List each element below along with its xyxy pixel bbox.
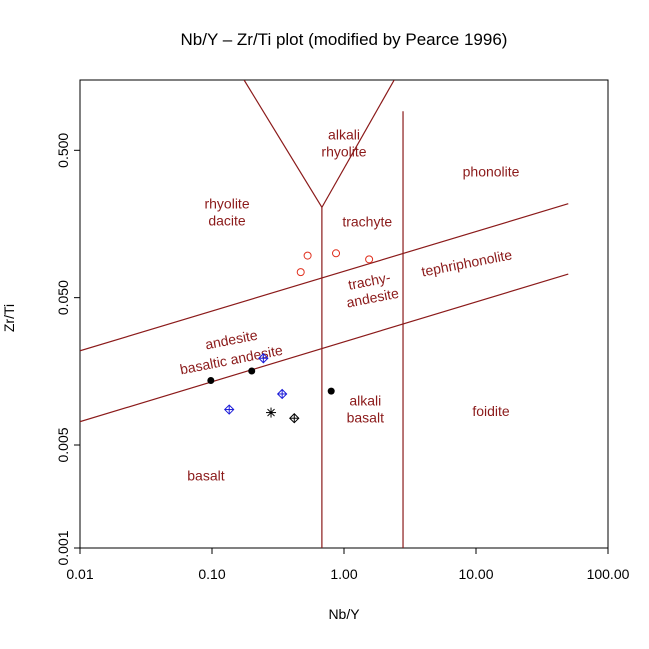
data-point-filled-circle [327, 387, 335, 395]
field-label: basalt [187, 468, 224, 484]
data-point-diamond-plus [289, 413, 300, 424]
field-boundary-line [80, 273, 569, 423]
data-point-diamond-plus [223, 404, 235, 415]
field-boundaries [80, 80, 569, 548]
y-tick-label: 0.050 [55, 280, 71, 315]
field-label-line: basalt [187, 468, 224, 484]
data-point-open-circle [365, 255, 374, 264]
field-label: phonolite [463, 163, 520, 179]
data-point-open-circle [303, 251, 312, 260]
field-label-line: trachyte [342, 213, 392, 229]
x-tick-label: 1.00 [330, 566, 357, 582]
field-label: trachy-andesite [342, 268, 400, 311]
data-point-filled-circle [248, 367, 256, 375]
field-label-line: tephriphonolite [420, 246, 513, 279]
field-label: rhyolite dacite [204, 196, 249, 229]
field-boundary-line [321, 80, 395, 208]
field-boundary-line [80, 203, 569, 352]
data-point-filled-circle [207, 377, 215, 385]
field-label: alkali basalt [347, 392, 384, 425]
data-point-diamond-plus [276, 388, 288, 400]
field-label-line: alkali [349, 392, 381, 408]
data-point-open-circle [332, 249, 341, 258]
data-point-diamond-plus [258, 353, 269, 364]
field-label: trachyte [342, 213, 392, 229]
field-label-line: basalt [347, 409, 384, 425]
x-tick-label: 100.00 [587, 566, 630, 582]
plot-area: 0.01 0.10 1.00 10.00 100.00 0.001 0.005 0.050 0.… [55, 79, 630, 582]
field-boundary-line [243, 80, 323, 208]
y-tick-label: 0.005 [55, 427, 71, 462]
x-tick-label: 0.01 [66, 566, 93, 582]
field-label-line: rhyolite [204, 196, 249, 212]
data-point-open-circle [296, 268, 305, 277]
x-axis-label: Nb/Y [328, 606, 360, 622]
y-tick-label: 0.001 [55, 530, 71, 565]
x-tick-label: 10.00 [458, 566, 493, 582]
data-point-asterisk [266, 407, 277, 418]
field-label: alkali rhyolite [321, 127, 366, 160]
field-label-line: rhyolite [321, 144, 366, 160]
field-label: foidite [472, 403, 510, 419]
field-label-line: alkali [328, 127, 360, 143]
y-axis-label: Zr/Ti [1, 304, 17, 332]
y-tick-label: 0.500 [55, 133, 71, 168]
field-label-line: phonolite [463, 163, 520, 179]
field-label: tephriphonolite [420, 246, 513, 279]
ast-d2 [267, 408, 275, 417]
x-tick-label: 0.10 [198, 566, 225, 582]
field-label-line: foidite [472, 403, 510, 419]
chart-title: Nb/Y – Zr/Ti plot (modified by Pearce 19… [181, 30, 508, 49]
field-label-line: dacite [208, 213, 246, 229]
